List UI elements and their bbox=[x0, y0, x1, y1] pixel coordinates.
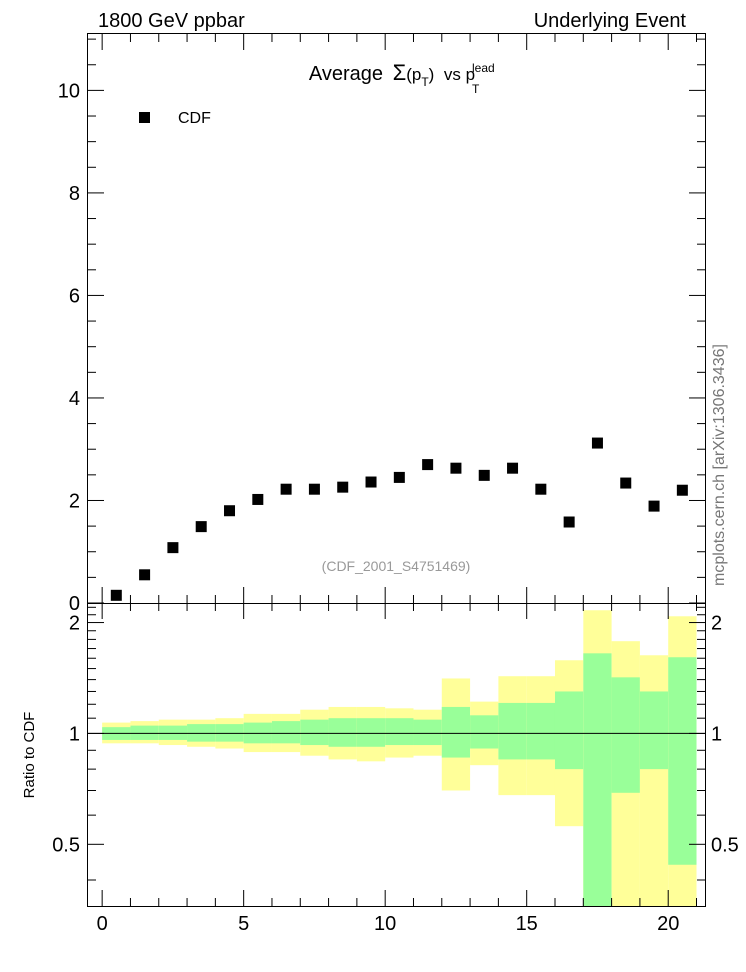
upper-ytick-label: 6 bbox=[69, 285, 80, 307]
data-point-cdf bbox=[224, 505, 236, 517]
band-inner bbox=[300, 719, 329, 746]
data-point-cdf bbox=[535, 483, 547, 495]
lower-ytick-label-right: 2 bbox=[711, 613, 722, 635]
title-lead-superscript: lead bbox=[472, 61, 495, 75]
cdf-data-points bbox=[110, 437, 688, 601]
header-left: 1800 GeV ppbar bbox=[98, 10, 245, 32]
band-inner bbox=[554, 691, 584, 770]
data-point-cdf bbox=[591, 437, 603, 449]
band-inner bbox=[328, 718, 357, 747]
band-inner bbox=[356, 718, 386, 747]
data-point-cdf bbox=[252, 493, 264, 505]
lower-xtick-label: 10 bbox=[374, 913, 396, 935]
lower-xtick-label: 20 bbox=[657, 913, 679, 935]
lower-frame bbox=[87, 603, 706, 907]
data-point-cdf bbox=[308, 483, 320, 495]
data-point-cdf bbox=[676, 484, 688, 496]
upper-ytick-label: 4 bbox=[69, 388, 80, 410]
title-lead-subscript: T bbox=[472, 82, 480, 96]
lower-axis-ticks: 0.5 0.51 12 20 5 10 15 20 bbox=[52, 603, 739, 935]
band-inner bbox=[470, 715, 499, 749]
data-point-cdf bbox=[195, 521, 207, 533]
upper-ytick-label: 8 bbox=[69, 183, 80, 205]
data-point-cdf bbox=[110, 589, 122, 601]
band-inner bbox=[611, 677, 640, 793]
band-inner bbox=[668, 657, 697, 865]
lower-ytick-label-left: 2 bbox=[69, 613, 80, 635]
header-right: Underlying Event bbox=[534, 10, 687, 32]
lower-xtick-label: 5 bbox=[238, 913, 249, 935]
band-inner bbox=[187, 724, 216, 742]
band-inner bbox=[130, 725, 159, 740]
data-point-cdf bbox=[167, 542, 179, 554]
data-point-cdf bbox=[365, 476, 377, 488]
lower-ytick-label-right: 0.5 bbox=[711, 834, 739, 856]
lower-ytick-label-right: 1 bbox=[711, 723, 722, 745]
upper-axis-ticks: 0 2 4 6 8 10 bbox=[58, 34, 705, 615]
data-point-cdf bbox=[422, 459, 434, 471]
band-inner bbox=[639, 691, 669, 770]
data-point-cdf bbox=[648, 500, 660, 512]
band-inner bbox=[498, 702, 527, 760]
analysis-id: (CDF_2001_S4751469) bbox=[322, 558, 471, 574]
band-inner bbox=[158, 725, 188, 740]
data-point-cdf bbox=[139, 569, 151, 581]
band-inner bbox=[526, 702, 555, 760]
band-inner bbox=[215, 724, 244, 742]
lower-ytick-label-left: 1 bbox=[69, 723, 80, 745]
data-point-cdf bbox=[620, 477, 632, 489]
watermark: mcplots.cern.ch [arXiv:1306.3436] bbox=[711, 344, 728, 586]
lower-xtick-label: 15 bbox=[516, 913, 538, 935]
legend-marker bbox=[139, 112, 150, 123]
band-inner bbox=[583, 653, 612, 906]
chart-title: Average Σ(pT) vs p bbox=[309, 60, 475, 89]
lower-ytick-label-left: 0.5 bbox=[52, 834, 80, 856]
data-point-cdf bbox=[478, 469, 490, 481]
band-inner bbox=[385, 718, 414, 746]
data-point-cdf bbox=[563, 516, 575, 528]
legend-label-cdf: CDF bbox=[178, 110, 211, 127]
lower-xtick-label: 0 bbox=[97, 913, 108, 935]
data-point-cdf bbox=[393, 471, 405, 483]
ratio-ylabel: Ratio to CDF bbox=[21, 712, 38, 799]
upper-ytick-label: 0 bbox=[69, 593, 80, 615]
upper-ytick-label: 2 bbox=[69, 490, 80, 512]
band-inner bbox=[271, 721, 301, 744]
data-point-cdf bbox=[450, 462, 462, 474]
upper-ytick-label: 10 bbox=[58, 80, 80, 102]
data-point-cdf bbox=[280, 483, 292, 495]
band-inner bbox=[441, 706, 471, 758]
data-point-cdf bbox=[507, 462, 519, 474]
data-point-cdf bbox=[337, 481, 349, 493]
band-inner bbox=[413, 719, 442, 746]
ratio-bands bbox=[88, 610, 705, 906]
